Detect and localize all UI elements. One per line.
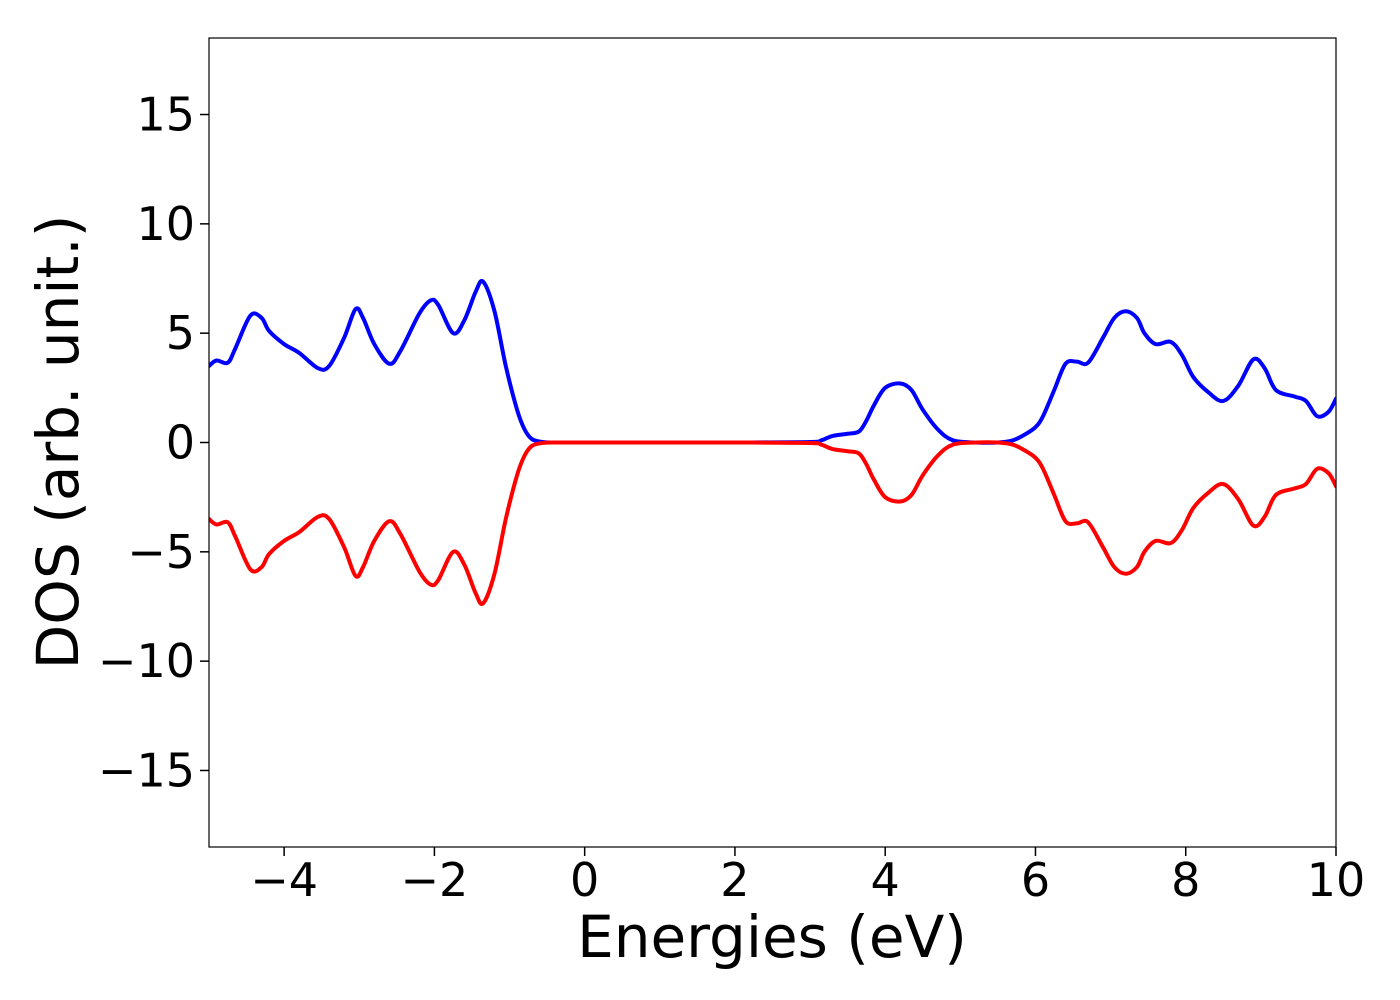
y-tick-label: −5 xyxy=(127,525,195,579)
y-tick-label: −10 xyxy=(98,634,195,688)
y-tick-label: 10 xyxy=(136,197,195,251)
series-layer xyxy=(209,279,1336,606)
y-tick-label: −15 xyxy=(98,743,195,797)
y-tick-label: 5 xyxy=(166,306,195,360)
x-tick-label: 8 xyxy=(1171,853,1200,907)
x-axis: −4 −2 0 2 4 6 8 10 xyxy=(250,847,1365,907)
y-axis: −15 −10 −5 0 5 10 15 xyxy=(98,88,209,797)
x-tick-label: 2 xyxy=(720,853,749,907)
x-tick-label: 0 xyxy=(570,853,599,907)
x-tick-label: −4 xyxy=(250,853,318,907)
y-tick-label: 0 xyxy=(166,416,195,470)
x-tick-label: 6 xyxy=(1021,853,1050,907)
y-tick-label: 15 xyxy=(136,88,195,142)
y-axis-label: DOS (arb. unit.) xyxy=(24,215,92,670)
dos-spin-down-line xyxy=(209,440,1336,606)
x-axis-label: Energies (eV) xyxy=(577,903,967,971)
x-tick-label: 4 xyxy=(871,853,900,907)
x-tick-label: 10 xyxy=(1307,853,1366,907)
dos-spin-up-line xyxy=(209,279,1336,445)
x-tick-label: −2 xyxy=(400,853,468,907)
